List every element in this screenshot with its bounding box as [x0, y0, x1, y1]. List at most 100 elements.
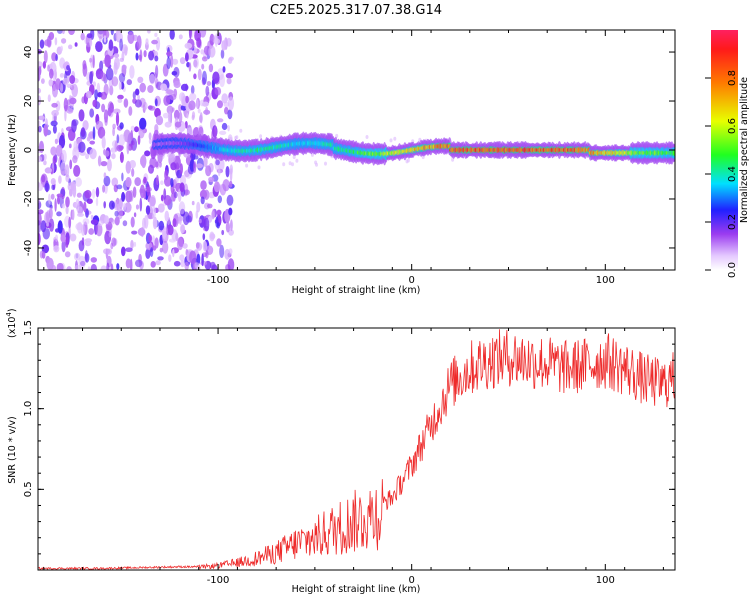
noise-cell — [100, 72, 107, 82]
noise-cell — [55, 144, 63, 157]
noise-cell — [295, 158, 299, 163]
noise-cell — [186, 112, 189, 119]
noise-cell — [82, 218, 90, 225]
x-tick-label: -100 — [207, 575, 230, 586]
spectrogram-noise-layer — [38, 30, 675, 270]
noise-cell — [208, 45, 216, 58]
noise-cell — [145, 248, 151, 259]
noise-cell — [200, 49, 204, 55]
noise-cell — [227, 258, 235, 270]
noise-cell — [173, 260, 181, 267]
noise-cell — [38, 120, 41, 127]
noise-cell — [217, 100, 223, 109]
noise-cell — [200, 196, 205, 205]
noise-cell — [126, 140, 130, 155]
noise-cell — [227, 57, 233, 64]
noise-cell — [166, 51, 173, 57]
noise-cell — [118, 134, 126, 146]
noise-cell — [164, 210, 170, 222]
y-tick-label: 40 — [23, 46, 34, 59]
noise-cell — [214, 219, 218, 224]
noise-cell — [195, 242, 200, 249]
noise-cell — [48, 193, 51, 205]
noise-cell — [179, 182, 185, 193]
noise-cell — [68, 44, 73, 50]
noise-cell — [135, 88, 140, 96]
noise-cell — [216, 238, 222, 247]
noise-cell — [222, 66, 226, 73]
noise-cell — [86, 136, 91, 142]
noise-cell — [228, 229, 235, 236]
noise-cell — [175, 232, 179, 242]
noise-cell — [73, 165, 81, 177]
noise-cell — [51, 109, 59, 117]
noise-cell — [103, 175, 111, 187]
noise-cell — [199, 114, 203, 123]
snr-panel: -100 0 100 0.5 1.0 1.5 Height of straight li… — [5, 308, 676, 595]
noise-cell — [137, 76, 144, 84]
noise-cell — [58, 175, 62, 184]
noise-cell — [127, 31, 135, 44]
noise-cell — [53, 245, 60, 253]
noise-cell — [451, 157, 455, 162]
noise-cell — [71, 209, 75, 221]
noise-cell — [156, 174, 159, 186]
noise-cell — [223, 101, 230, 108]
noise-cell — [225, 221, 230, 233]
noise-cell — [292, 155, 296, 160]
noise-cell — [178, 34, 183, 40]
noise-cell — [88, 228, 95, 235]
noise-cell — [65, 174, 70, 183]
noise-cell — [185, 215, 192, 223]
noise-cell — [38, 155, 43, 163]
noise-cell — [121, 64, 127, 71]
noise-cell — [122, 220, 128, 227]
noise-cell — [121, 52, 125, 61]
noise-cell — [55, 234, 58, 242]
noise-cell — [118, 81, 122, 90]
noise-cell — [117, 98, 123, 104]
svg-text:(x104): (x104) — [5, 308, 18, 338]
noise-cell — [184, 261, 189, 270]
noise-cell — [202, 233, 206, 241]
noise-cell — [68, 216, 72, 229]
noise-cell — [38, 232, 41, 246]
noise-cell — [115, 112, 120, 127]
noise-cell — [46, 257, 54, 270]
noise-cell — [188, 62, 192, 72]
noise-cell — [121, 172, 124, 182]
spectrogram-panel: -100 0 100 -40 -20 0 20 40 Height of straight … — [7, 29, 676, 296]
noise-cell — [239, 128, 243, 133]
snr-multiplier-exponent: 4 — [5, 312, 13, 317]
noise-cell — [213, 181, 221, 193]
noise-cell — [108, 200, 115, 210]
noise-cell — [104, 215, 109, 225]
noise-cell — [150, 261, 156, 268]
noise-cell — [42, 61, 47, 69]
noise-cell — [109, 85, 114, 96]
snr-multiplier-close: ) — [7, 308, 18, 312]
noise-cell — [167, 111, 172, 125]
noise-cell — [160, 194, 164, 202]
noise-cell — [142, 217, 146, 230]
noise-cell — [193, 73, 197, 80]
noise-cell — [180, 259, 185, 268]
snr-multiplier-base: (x10 — [7, 317, 18, 338]
noise-cell — [85, 208, 89, 218]
noise-cell — [202, 101, 209, 107]
noise-cell — [55, 78, 61, 90]
noise-cell — [196, 201, 201, 213]
noise-cell — [144, 150, 151, 157]
noise-cell — [178, 104, 183, 112]
noise-cell — [203, 109, 211, 115]
snr-y-ticks: 0.5 1.0 1.5 — [23, 320, 675, 555]
noise-cell — [38, 87, 42, 94]
noise-cell — [89, 108, 95, 118]
noise-cell — [128, 106, 133, 116]
noise-cell — [229, 136, 232, 141]
noise-cell — [202, 70, 207, 85]
noise-cell — [81, 96, 86, 104]
noise-cell — [203, 155, 208, 168]
noise-cell — [148, 234, 153, 243]
noise-cell — [50, 193, 55, 200]
